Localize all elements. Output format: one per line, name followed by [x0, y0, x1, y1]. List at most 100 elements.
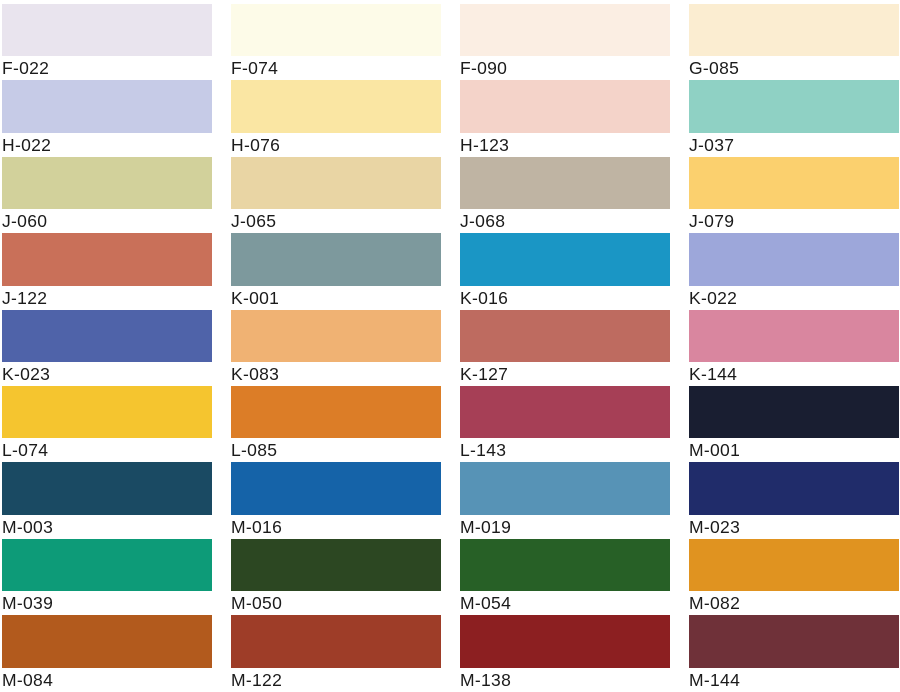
swatch-code-label: J-122: [2, 287, 48, 308]
swatch-cell-L-143: L-143: [460, 385, 670, 462]
color-swatch-M-138: [460, 615, 670, 668]
color-swatch-F-022: [2, 4, 212, 57]
color-swatch-K-001: [231, 233, 441, 286]
swatch-cell-M-003: M-003: [2, 462, 212, 538]
color-swatch-K-144: [689, 309, 899, 362]
swatch-cell-M-122: M-122: [231, 615, 441, 691]
swatch-cell-K-144: K-144: [689, 309, 899, 386]
swatch-code-label: H-123: [460, 134, 510, 155]
swatch-cell-M-019: M-019: [460, 462, 670, 538]
color-swatch-J-068: [460, 156, 670, 210]
swatch-code-label: J-037: [689, 134, 735, 155]
swatch-code-label: H-022: [2, 134, 52, 155]
swatch-cell-L-085: L-085: [231, 385, 441, 462]
color-swatch-M-039: [2, 538, 212, 592]
swatch-code-label: M-082: [689, 593, 741, 614]
color-swatch-M-054: [460, 538, 670, 592]
swatch-code-label: K-016: [460, 287, 509, 308]
swatch-cell-J-060: J-060: [2, 156, 212, 233]
swatch-cell-H-076: H-076: [231, 80, 441, 156]
color-swatch-K-083: [231, 309, 441, 362]
color-swatch-M-001: [689, 385, 899, 439]
color-swatch-M-019: [460, 462, 670, 515]
color-swatch-M-084: [2, 615, 212, 668]
color-swatch-K-022: [689, 233, 899, 286]
swatch-code-label: L-074: [2, 440, 49, 461]
color-swatch-J-065: [231, 156, 441, 210]
swatch-cell-M-082: M-082: [689, 538, 899, 615]
color-swatch-K-016: [460, 233, 670, 286]
swatch-code-label: M-001: [689, 440, 741, 461]
swatch-cell-M-016: M-016: [231, 462, 441, 538]
swatch-cell-L-074: L-074: [2, 385, 212, 462]
swatch-cell-K-083: K-083: [231, 309, 441, 386]
color-swatch-H-123: [460, 80, 670, 133]
swatch-cell-M-050: M-050: [231, 538, 441, 615]
color-swatch-F-074: [231, 4, 441, 57]
color-swatch-J-079: [689, 156, 899, 210]
swatch-code-label: M-016: [231, 516, 283, 537]
swatch-cell-K-127: K-127: [460, 309, 670, 386]
swatch-cell-H-123: H-123: [460, 80, 670, 156]
swatch-cell-M-023: M-023: [689, 462, 899, 538]
swatch-code-label: K-127: [460, 363, 509, 384]
color-swatch-L-143: [460, 385, 670, 439]
swatch-cell-M-084: M-084: [2, 615, 212, 691]
swatch-code-label: F-022: [2, 58, 50, 79]
swatch-cell-J-079: J-079: [689, 156, 899, 233]
swatch-cell-J-065: J-065: [231, 156, 441, 233]
swatch-code-label: H-076: [231, 134, 281, 155]
swatch-code-label: J-065: [231, 211, 277, 232]
swatch-code-label: G-085: [689, 58, 740, 79]
color-swatch-H-022: [2, 80, 212, 133]
swatch-code-label: K-083: [231, 363, 280, 384]
color-swatch-J-122: [2, 233, 212, 286]
swatch-code-label: M-084: [2, 669, 54, 690]
swatch-code-label: L-143: [460, 440, 507, 461]
color-swatch-M-023: [689, 462, 899, 515]
swatch-code-label: M-138: [460, 669, 512, 690]
swatch-cell-F-074: F-074: [231, 4, 441, 80]
swatch-code-label: K-144: [689, 363, 738, 384]
swatch-cell-J-122: J-122: [2, 233, 212, 309]
swatch-code-label: M-003: [2, 516, 54, 537]
swatch-code-label: M-144: [689, 669, 741, 690]
swatch-cell-H-022: H-022: [2, 80, 212, 156]
color-swatch-M-122: [231, 615, 441, 668]
swatch-cell-G-085: G-085: [689, 4, 899, 80]
swatch-code-label: J-060: [2, 211, 48, 232]
color-swatch-F-090: [460, 4, 670, 57]
swatch-code-label: K-001: [231, 287, 280, 308]
swatch-code-label: M-122: [231, 669, 283, 690]
swatch-cell-J-068: J-068: [460, 156, 670, 233]
swatch-code-label: L-085: [231, 440, 278, 461]
swatch-cell-F-022: F-022: [2, 4, 212, 80]
swatch-code-label: M-019: [460, 516, 512, 537]
color-swatch-L-085: [231, 385, 441, 439]
swatch-code-label: K-022: [689, 287, 738, 308]
swatch-cell-F-090: F-090: [460, 4, 670, 80]
swatch-code-label: J-079: [689, 211, 735, 232]
swatch-cell-M-039: M-039: [2, 538, 212, 615]
swatch-cell-K-022: K-022: [689, 233, 899, 309]
color-swatch-M-016: [231, 462, 441, 515]
swatch-code-label: J-068: [460, 211, 506, 232]
color-swatch-K-127: [460, 309, 670, 362]
color-swatch-M-144: [689, 615, 899, 668]
swatch-code-label: M-023: [689, 516, 741, 537]
swatch-cell-J-037: J-037: [689, 80, 899, 156]
swatch-cell-K-001: K-001: [231, 233, 441, 309]
color-swatch-M-003: [2, 462, 212, 515]
swatch-code-label: M-039: [2, 593, 54, 614]
swatch-cell-M-138: M-138: [460, 615, 670, 691]
color-swatch-H-076: [231, 80, 441, 133]
color-swatch-J-037: [689, 80, 899, 133]
swatch-code-label: K-023: [2, 363, 51, 384]
swatch-cell-K-023: K-023: [2, 309, 212, 386]
swatch-cell-M-144: M-144: [689, 615, 899, 691]
swatch-cell-M-001: M-001: [689, 385, 899, 462]
swatch-code-label: M-050: [231, 593, 283, 614]
color-swatch-M-082: [689, 538, 899, 592]
color-swatch-J-060: [2, 156, 212, 210]
